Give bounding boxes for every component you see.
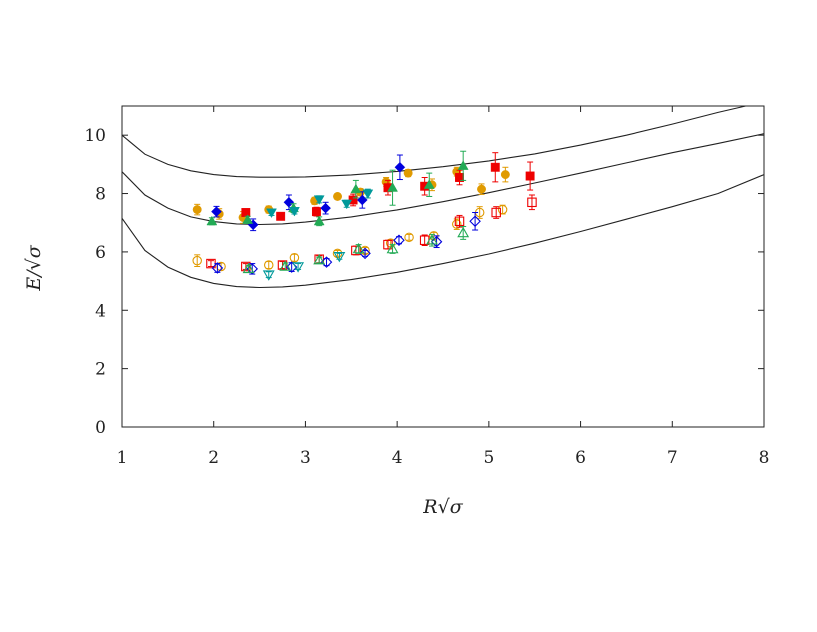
data-point xyxy=(430,235,443,248)
theory-curve-2 xyxy=(121,133,765,226)
y-tick-label: 0 xyxy=(95,418,106,438)
data-point xyxy=(313,215,325,226)
x-tick-label: 2 xyxy=(208,448,219,468)
data-point xyxy=(457,160,469,170)
data-point xyxy=(403,168,413,178)
y-axis-label: E/√σ xyxy=(23,244,45,291)
data-point xyxy=(333,251,346,263)
y-tick-label: 8 xyxy=(95,185,106,205)
data-point xyxy=(527,197,537,208)
data-point xyxy=(311,207,321,217)
data-point xyxy=(491,207,501,218)
data-point xyxy=(192,255,202,266)
data-point xyxy=(394,161,406,173)
data-point xyxy=(211,206,222,217)
data-point xyxy=(455,173,464,182)
data-point xyxy=(320,202,331,214)
x-tick-label: 5 xyxy=(483,448,494,468)
data-point xyxy=(262,270,275,281)
data-point xyxy=(283,196,295,208)
data-point xyxy=(350,183,362,194)
data-point xyxy=(216,261,226,272)
data-point xyxy=(263,260,274,270)
data-point xyxy=(351,245,361,256)
data-point xyxy=(313,253,326,265)
data-point xyxy=(477,184,486,194)
data-point xyxy=(242,262,255,274)
data-point xyxy=(404,232,414,243)
data-point xyxy=(266,208,277,219)
axis-ticks: 1 2 3 4 5 6 7 8 0 2 4 6 8 10 xyxy=(84,106,769,468)
data-point xyxy=(500,170,510,180)
data-point xyxy=(292,262,305,273)
x-tick-label: 4 xyxy=(392,448,403,468)
series-10-teal-triangle-down-open xyxy=(262,251,346,281)
y-tick-label: 4 xyxy=(95,301,106,321)
data-point xyxy=(426,234,438,245)
series-2-red-square-filled xyxy=(241,152,535,221)
data-point xyxy=(452,219,462,229)
series-3-blue-diamond-filled xyxy=(211,154,406,232)
data-point xyxy=(313,195,325,205)
data-point xyxy=(454,216,465,227)
data-point xyxy=(206,215,218,226)
data-point xyxy=(320,256,333,268)
data-point xyxy=(211,262,224,274)
data-point xyxy=(387,182,398,192)
series-9-green-triangle-up-open xyxy=(242,226,470,274)
data-point xyxy=(276,211,286,221)
data-point xyxy=(288,207,300,217)
x-tick-label: 8 xyxy=(759,448,770,468)
x-tick-label: 7 xyxy=(667,448,678,468)
plot-frame xyxy=(121,105,765,428)
data-point xyxy=(497,204,508,215)
data-point xyxy=(490,162,500,172)
data-point xyxy=(242,214,254,224)
data-point xyxy=(359,247,371,260)
data-point xyxy=(192,205,202,215)
data-point xyxy=(333,192,342,201)
data-point xyxy=(469,215,481,228)
theory-curve-1 xyxy=(121,105,746,178)
x-axis-label: R√σ xyxy=(422,496,463,518)
data-point xyxy=(525,171,535,181)
series-5-teal-triangle-down-filled xyxy=(266,188,374,219)
x-tick-label: 3 xyxy=(300,448,311,468)
plot-marks xyxy=(121,105,765,289)
data-point xyxy=(386,242,399,254)
y-tick-label: 6 xyxy=(95,243,106,263)
data-point xyxy=(362,189,374,200)
data-point xyxy=(457,226,470,238)
data-point xyxy=(341,199,353,210)
y-tick-label: 2 xyxy=(95,360,106,380)
data-point xyxy=(352,242,365,254)
data-point xyxy=(241,208,251,217)
data-point xyxy=(289,252,300,263)
data-point xyxy=(423,179,435,189)
theory-curve-3 xyxy=(121,174,765,289)
data-point xyxy=(393,234,405,247)
x-tick-label: 6 xyxy=(575,448,586,468)
data-point xyxy=(279,260,292,271)
y-tick-label: 10 xyxy=(84,126,106,146)
x-tick-label: 1 xyxy=(117,448,128,468)
